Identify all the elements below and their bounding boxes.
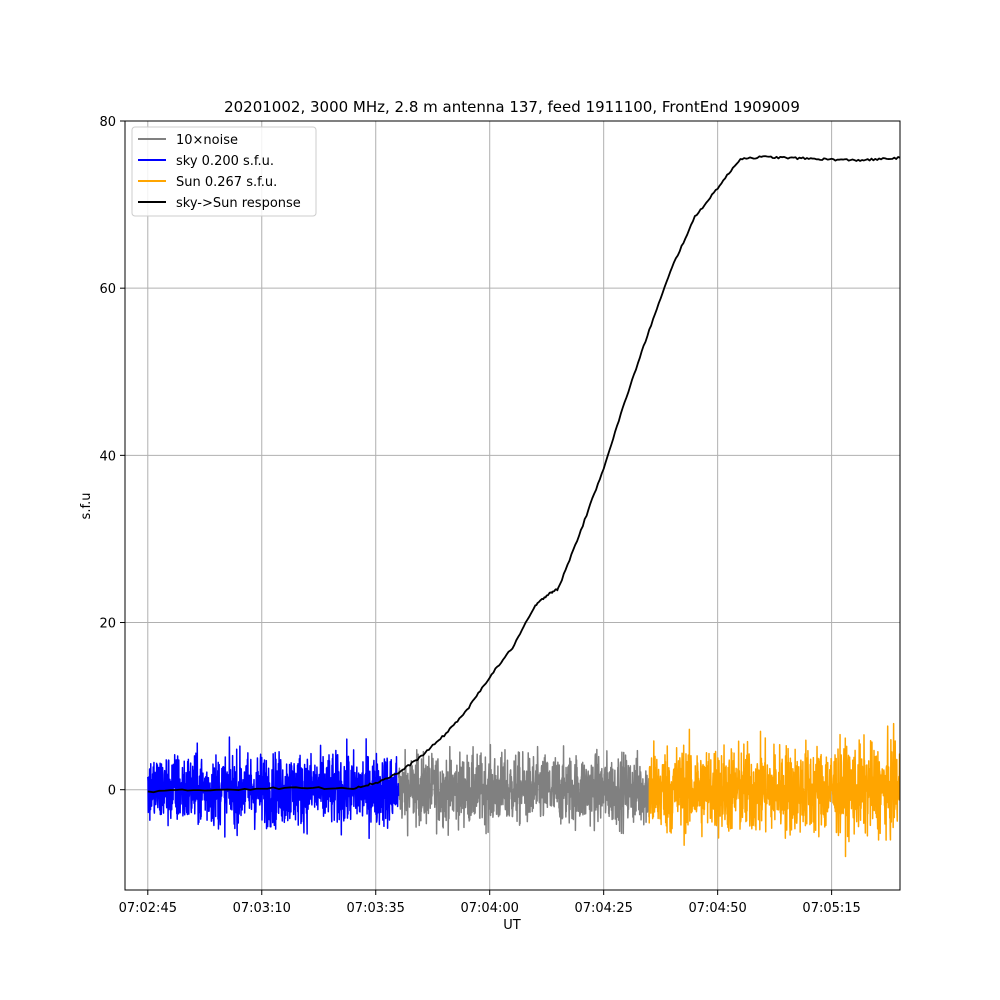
x-tick-label: 07:04:50 <box>688 901 746 916</box>
series-line-3 <box>147 155 900 794</box>
y-tick-label: 40 <box>99 449 116 464</box>
x-tick-label: 07:04:25 <box>574 901 632 916</box>
chart-title: 20201002, 3000 MHz, 2.8 m antenna 137, f… <box>224 98 800 116</box>
series-line-0 <box>397 743 651 837</box>
legend-label: sky->Sun response <box>176 196 301 211</box>
legend-label: 10×noise <box>176 133 238 148</box>
x-tick-label: 07:03:35 <box>347 901 405 916</box>
y-tick-label: 80 <box>99 115 116 130</box>
y-tick-label: 60 <box>99 282 116 297</box>
x-tick-label: 07:04:00 <box>461 901 519 916</box>
plot-frame <box>124 120 901 891</box>
legend-box <box>131 126 317 217</box>
x-tick-label: 07:03:10 <box>233 901 291 916</box>
x-axis-label: UT <box>503 918 521 933</box>
x-tick-label: 07:02:45 <box>119 901 177 916</box>
y-axis-label: s.f.u <box>79 493 94 520</box>
plot-area <box>147 155 900 858</box>
y-tick-label: 0 <box>108 784 116 799</box>
series-line-2 <box>648 722 900 858</box>
legend: 10×noise sky 0.200 s.f.u. Sun 0.267 s.f.u.… <box>131 126 317 217</box>
x-tick-label: 07:05:15 <box>802 901 860 916</box>
ticks: 07:02:45 07:03:10 07:03:35 07:04:00 07:04:25… <box>99 115 860 916</box>
legend-label: Sun 0.267 s.f.u. <box>176 175 277 190</box>
y-tick-label: 20 <box>99 617 116 632</box>
series-line-1 <box>147 736 400 840</box>
series-layer <box>147 155 900 858</box>
legend-label: sky 0.200 s.f.u. <box>176 154 274 169</box>
